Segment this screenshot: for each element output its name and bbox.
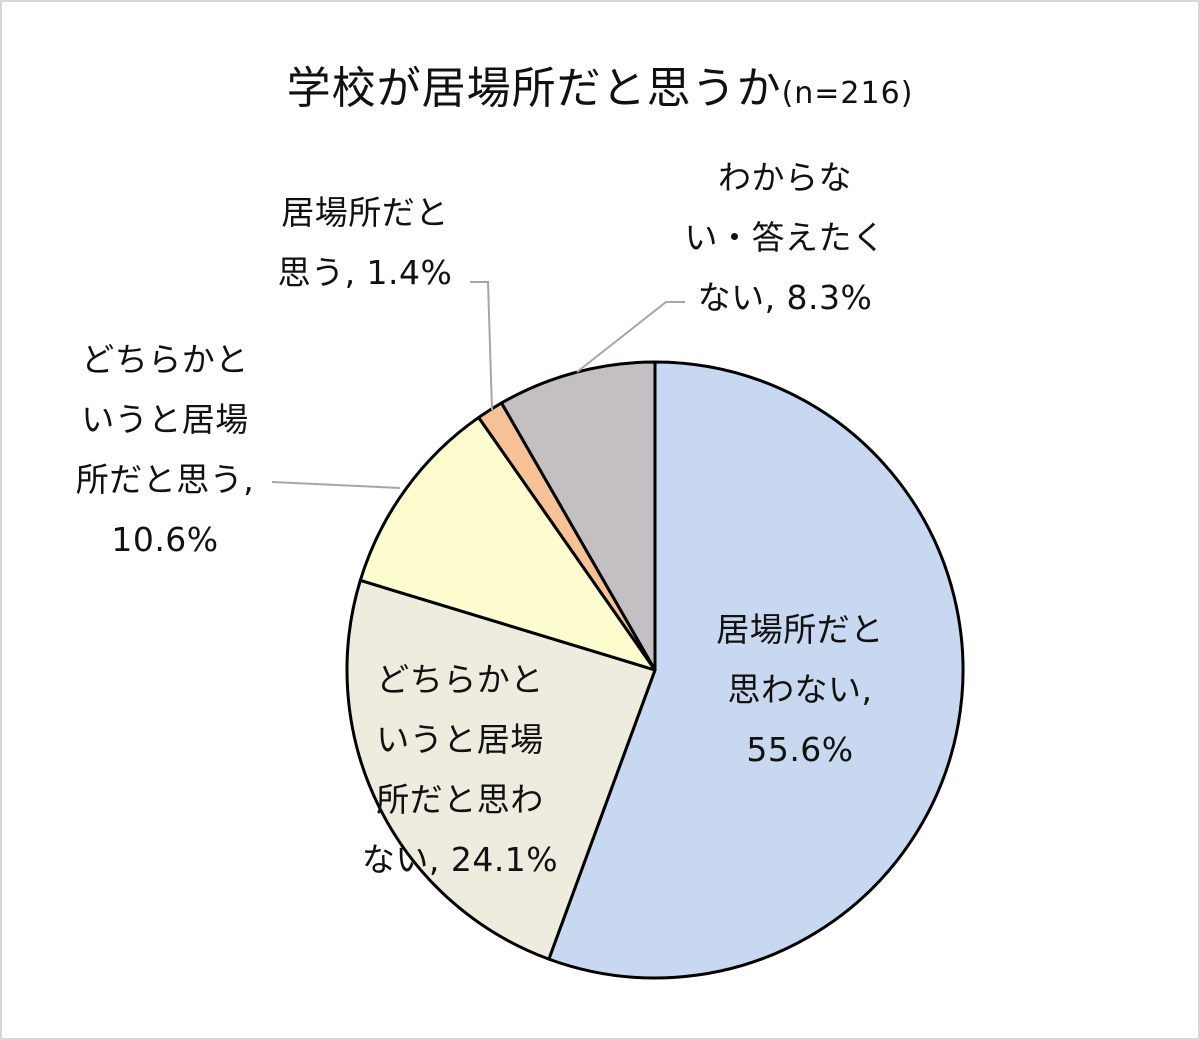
pie-slice-0 bbox=[547, 360, 965, 980]
chart-title-n: (n=216) bbox=[781, 76, 914, 111]
leader-line-s4 bbox=[576, 301, 685, 373]
pie-slice-1 bbox=[345, 578, 657, 961]
chart-title: 学校が居場所だと思うか(n=216) bbox=[0, 52, 1200, 116]
data-label-unknown: わからな い・答えたく ない, 8.3% bbox=[684, 158, 886, 317]
pie-slice-2 bbox=[358, 415, 657, 672]
data-label-rather-not-place: どちらかと いうと居場 所だと思わ ない, 24.1% bbox=[361, 660, 559, 879]
data-label-rather-place: どちらかと いうと居場 所だと思う, 10.6% bbox=[75, 340, 255, 559]
pie-slices bbox=[345, 360, 965, 980]
chart-title-main: 学校が居場所だと思うか bbox=[286, 63, 782, 114]
pie-slice-4 bbox=[500, 360, 657, 672]
data-label-place: 居場所だと 思う, 1.4% bbox=[277, 193, 453, 292]
leader-line-s2 bbox=[271, 481, 401, 489]
data-label-not-place: 居場所だと 思わない, 55.6% bbox=[716, 610, 884, 769]
leader-line-s3 bbox=[470, 281, 493, 411]
